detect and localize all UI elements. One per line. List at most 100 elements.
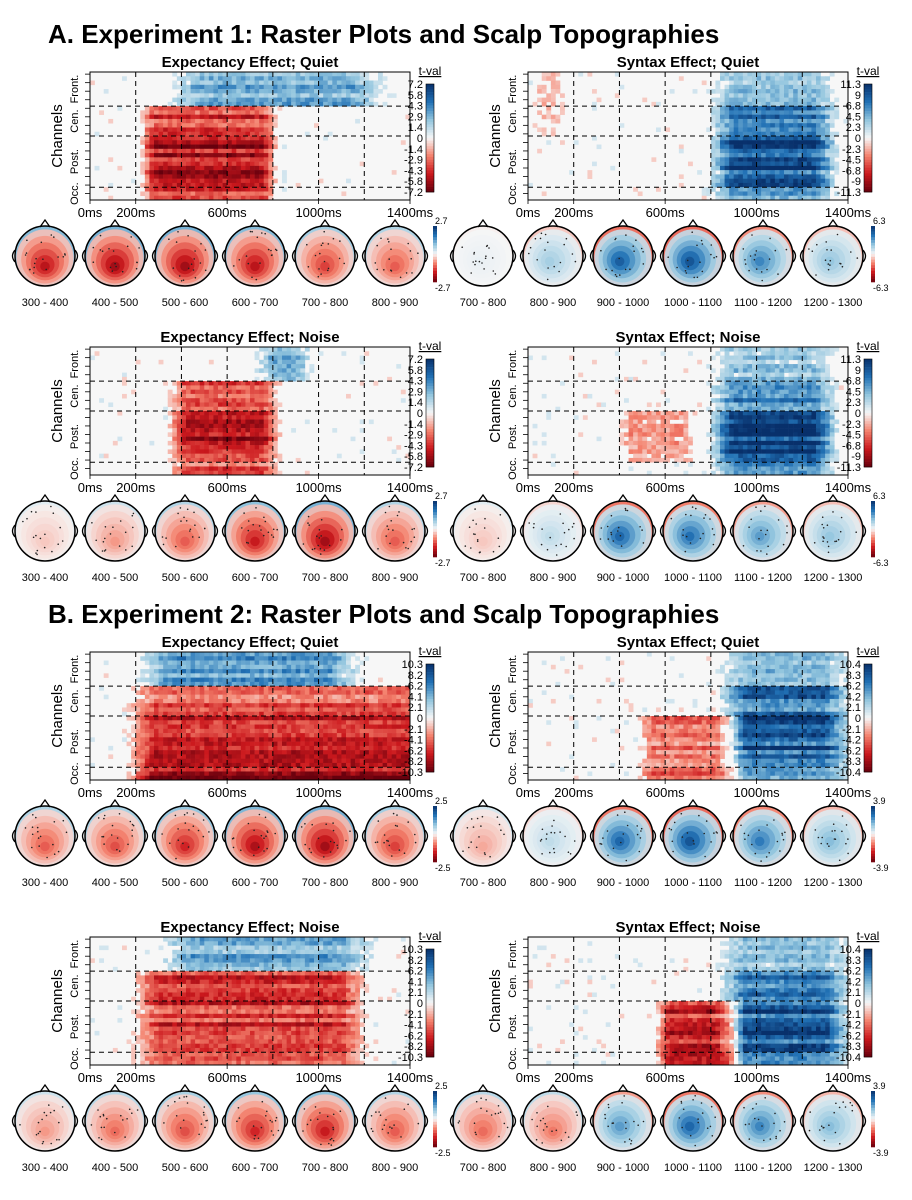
raster-cell (163, 660, 169, 666)
raster-cell (291, 80, 297, 86)
raster-cell (254, 428, 260, 433)
raster-cell (779, 157, 785, 162)
raster-cell (268, 355, 274, 361)
colorbar-tick-label: 11.3 (840, 79, 861, 91)
raster-cell (742, 161, 748, 167)
electrode-dot (256, 236, 259, 239)
raster-cell (254, 389, 260, 395)
electrode-dot (667, 256, 669, 259)
raster-cell (176, 93, 182, 98)
raster-cell (752, 428, 757, 433)
colorbar-segment (864, 407, 872, 411)
raster-cell (816, 415, 821, 420)
raster-cell (291, 652, 297, 657)
raster-cell (651, 436, 657, 442)
raster-cell (802, 432, 808, 437)
raster-cell (99, 453, 105, 459)
raster-cell (186, 470, 191, 476)
raster-cell (747, 376, 753, 382)
head-outline (14, 500, 76, 562)
raster-cell (213, 140, 219, 145)
raster-cell (218, 428, 223, 433)
raster-cell (250, 423, 255, 429)
raster-cell (172, 148, 178, 154)
raster-cell (829, 466, 835, 472)
raster-cell (733, 174, 739, 179)
raster-cell (172, 457, 178, 463)
colorbar-segment (426, 418, 434, 422)
raster-cell (752, 368, 757, 373)
raster-cell (231, 178, 237, 184)
electrode-dot (540, 232, 543, 235)
raster-cell (213, 652, 219, 657)
raster-cell (793, 165, 799, 171)
raster-cell (195, 656, 201, 661)
raster-cell (236, 178, 242, 184)
raster-cell (227, 470, 233, 476)
raster-cell (236, 187, 242, 192)
raster-cell (259, 406, 265, 412)
raster-cell (163, 123, 169, 128)
raster-cell (816, 364, 821, 369)
scalp-contour (180, 261, 190, 272)
raster-cell (259, 402, 265, 408)
raster-cell (268, 76, 274, 81)
raster-cell (304, 664, 310, 670)
raster-cell (277, 106, 283, 111)
raster-cell (802, 148, 808, 154)
electrode-dot (704, 514, 707, 516)
raster-cell (720, 136, 725, 141)
raster-cell (204, 72, 210, 77)
raster-cell (765, 153, 771, 158)
raster-cell (227, 72, 233, 77)
raster-cell (149, 664, 155, 670)
raster-cell (816, 110, 821, 115)
raster-cell (779, 118, 785, 124)
topo-colorbar-segment (433, 270, 437, 274)
raster-cell (779, 376, 785, 382)
raster-cell (674, 445, 680, 450)
raster-cell (208, 131, 214, 137)
raster-cell (300, 80, 306, 86)
raster-cell (651, 440, 657, 446)
raster-cell (268, 80, 274, 86)
raster-cell (742, 187, 748, 192)
raster-cell (729, 415, 735, 420)
raster-cell (245, 449, 251, 454)
raster-cell (176, 101, 182, 107)
electrode-dot (614, 273, 617, 276)
raster-cell (761, 398, 767, 403)
raster-cell (149, 144, 155, 150)
electrode-dot (180, 280, 183, 282)
raster-cell (825, 118, 831, 124)
raster-cell (816, 144, 821, 150)
raster-cell (300, 359, 306, 365)
raster-cell (263, 419, 269, 425)
raster-cell (314, 664, 319, 670)
right-ear-icon (582, 249, 587, 263)
raster-cell (742, 191, 748, 197)
electrode-dot (99, 234, 102, 237)
raster-cell (268, 182, 274, 188)
raster-cell (665, 436, 671, 442)
electrode-dot (562, 522, 564, 525)
electrode-dot (821, 523, 823, 526)
electrode-dot (387, 238, 389, 240)
raster-cell (213, 123, 219, 128)
raster-cell (268, 364, 274, 369)
raster-cell (747, 144, 753, 150)
raster-cell (181, 118, 187, 124)
raster-cell (245, 453, 251, 459)
raster-cell (770, 101, 776, 107)
raster-cell (227, 381, 233, 386)
nose-icon (179, 218, 191, 228)
head-outline (364, 500, 426, 562)
raster-cell (733, 161, 739, 167)
raster-cell (167, 106, 173, 111)
electrode-dot (640, 247, 643, 250)
raster-cell (765, 101, 771, 107)
raster-cell (300, 364, 306, 369)
raster-cell (774, 419, 780, 425)
right-ear-icon (582, 524, 587, 538)
raster-cell (250, 178, 255, 184)
